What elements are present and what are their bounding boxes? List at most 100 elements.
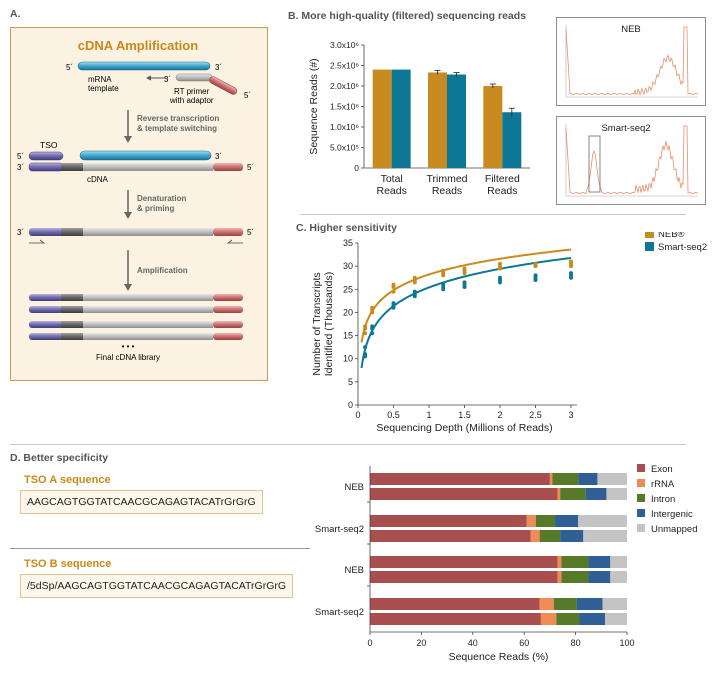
spec-seg-unmapped <box>578 515 627 527</box>
legend-smartseq2-swatch <box>645 242 654 251</box>
legend-neb-swatch <box>645 232 654 238</box>
thumb-trace <box>565 26 699 97</box>
spec-seg-intron <box>535 515 556 527</box>
spec-x-tick-label: 80 <box>571 638 581 648</box>
sens-x-tick-label: 2.5 <box>529 410 542 420</box>
sens-point-neb <box>370 310 375 315</box>
tso-b-title: TSO B sequence <box>24 558 112 570</box>
tso-b-sequence: /5dSp/AAGCAGTGGTATCAACGCAGAGTACATrGrGrG <box>20 574 294 598</box>
single-dark-segment <box>61 228 83 236</box>
sens-y-tick-label: 10 <box>343 354 353 364</box>
cdna-mrna-3-label: 3´ <box>215 152 222 161</box>
sens-y-tick-label: 20 <box>343 307 353 317</box>
spec-seg-unmapped <box>597 473 627 485</box>
sens-point-neb <box>363 331 368 336</box>
spec-seg-unmapped <box>602 598 627 610</box>
sens-y-tick-label: 0 <box>348 400 353 410</box>
sens-x-axis-label: Sequencing Depth (Millions of Reads) <box>376 422 552 434</box>
library-tso-segment <box>29 333 63 340</box>
sens-point-neb <box>391 282 396 287</box>
trace-thumbnails: NEB Smart-seq2 <box>556 17 706 205</box>
sens-y-tick-label: 35 <box>343 238 353 248</box>
spec-seg-exon <box>370 598 540 610</box>
bar-smart-0 <box>391 69 411 168</box>
sens-point-smart <box>533 278 538 283</box>
library-adaptor-segment <box>213 294 243 301</box>
tso-oligo <box>28 151 64 161</box>
spec-seg-exon <box>370 473 550 485</box>
reads-bar-chart: 0 5.0x10⁵ 1.0x10⁶ 1.5x10⁶ 2.0x10⁶ 2.5x10⁶ 3.0x… <box>308 40 530 197</box>
bar-category-label: Filtered Reads <box>485 173 520 197</box>
spec-seg-intergenic <box>588 571 611 583</box>
sens-point-neb <box>363 324 368 329</box>
sens-y-axis-label: Number of TranscriptsIdentified (Thousan… <box>311 272 335 376</box>
spec-seg-rrna <box>539 598 554 610</box>
spec-seg-intergenic <box>588 556 611 568</box>
diagram-title: cDNA Amplification <box>78 38 198 53</box>
spec-seg-intron <box>561 571 589 583</box>
tso-5-label: 5´ <box>17 152 24 161</box>
tso-a-sequence: AAGCAGTGGTATCAACGCAGAGTACATrGrGrG <box>20 490 263 514</box>
single-5-label: 5´ <box>247 228 254 237</box>
tso-a-title: TSO A sequence <box>24 474 111 486</box>
spec-seg-rrna <box>526 515 536 527</box>
sens-point-neb <box>412 278 417 283</box>
spec-x-tick-label: 20 <box>416 638 426 648</box>
spec-seg-rrna <box>549 473 553 485</box>
legend-neb-label: NEB® <box>658 232 685 240</box>
sens-point-smart <box>462 280 467 285</box>
spec-legend-rrna: rRNA <box>651 479 675 490</box>
sens-y-tick-label: 25 <box>343 284 353 294</box>
cdna-mrna-strand <box>79 150 212 161</box>
adaptor-5-label: 5´ <box>244 91 251 100</box>
spec-legend-unmapped-swatch <box>637 524 645 532</box>
sens-x-tick-label: 1 <box>426 410 431 420</box>
spec-seg-rrna <box>540 613 557 625</box>
bar-y-tick-label: 1.5x10⁶ <box>330 102 359 112</box>
spec-seg-exon <box>370 571 558 583</box>
sens-point-neb <box>441 271 446 276</box>
mrna-strand <box>77 61 211 71</box>
cdna-5-label: 5´ <box>247 163 254 172</box>
library-body <box>83 333 213 340</box>
spec-legend-intron: Intron <box>651 494 675 505</box>
divider-d <box>10 444 686 445</box>
spec-seg-unmapped <box>610 556 627 568</box>
spec-seg-intergenic <box>585 488 607 500</box>
spec-x-tick-label: 40 <box>468 638 478 648</box>
cdna-body <box>83 163 213 171</box>
forward-primer <box>29 239 46 244</box>
thumb-title: Smart-seq2 <box>601 123 650 134</box>
cdna-dark-segment <box>61 163 83 171</box>
single-body <box>83 228 213 236</box>
bar-neb-0 <box>372 69 392 168</box>
section-a-label: A. <box>10 8 21 20</box>
tso-label: TSO <box>40 140 58 150</box>
spec-legend-intron-swatch <box>637 494 645 502</box>
rt-primer-label: RT primer with adaptor <box>169 87 214 105</box>
cdna-library <box>29 294 243 340</box>
spec-seg-exon <box>370 488 558 500</box>
sensitivity-chart: 0 5 10 15 20 25 30 35 0 0.5 1 1.5 2 2.5 3 Sequencing De… <box>311 232 707 434</box>
thumb-trace <box>565 125 699 195</box>
library-dark-segment <box>61 306 83 313</box>
library-adaptor-segment <box>213 333 243 340</box>
spec-legend-unmapped: Unmapped <box>651 524 697 535</box>
library-body <box>83 294 213 301</box>
library-dots: • • • <box>122 342 135 351</box>
sens-y-tick-label: 5 <box>348 377 353 387</box>
spec-seg-exon <box>370 515 527 527</box>
library-tso-segment <box>29 321 63 328</box>
primer-3-label: 3´ <box>164 75 171 84</box>
spec-seg-exon <box>370 613 541 625</box>
neb-trace-thumbnail <box>556 17 706 106</box>
step3-label: Amplification <box>137 266 188 275</box>
sens-point-smart <box>370 331 375 336</box>
bar-y-tick-label: 5.0x10⁵ <box>330 143 359 153</box>
section-d-label: D. Better specificity <box>10 452 109 464</box>
spec-group-label: Smart-seq2 <box>315 524 364 535</box>
spec-legend-exon-swatch <box>637 464 645 472</box>
mrna-5-label: 5´ <box>66 63 73 72</box>
spec-seg-rrna <box>557 556 562 568</box>
library-tso-segment <box>29 294 63 301</box>
